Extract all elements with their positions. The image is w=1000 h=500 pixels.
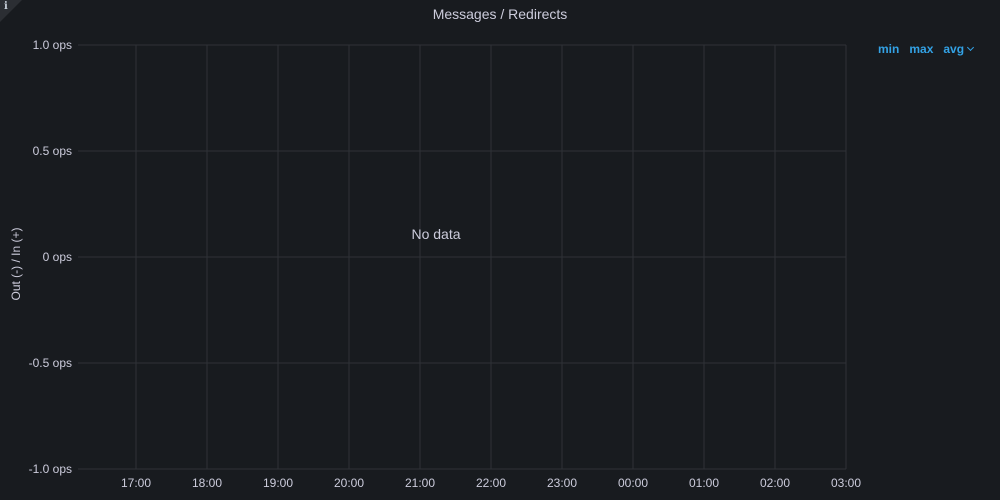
panel-info-corner[interactable] [0, 0, 22, 22]
x-tick-label: 20:00 [334, 476, 364, 490]
y-tick-label: -1.0 ops [29, 462, 72, 476]
y-tick-label: -0.5 ops [29, 356, 72, 370]
x-tick-label: 22:00 [476, 476, 506, 490]
x-tick-label: 02:00 [760, 476, 790, 490]
legend-min-column[interactable]: min [878, 42, 900, 56]
y-tick-label: 0 ops [43, 250, 72, 264]
y-tick-label: 0.5 ops [33, 144, 72, 158]
x-tick-label: 21:00 [405, 476, 435, 490]
y-axis-label: Out (-) / In (+) [9, 227, 23, 301]
x-tick-label: 19:00 [263, 476, 293, 490]
y-tick-label: 1.0 ops [33, 38, 72, 52]
panel-title[interactable]: Messages / Redirects [432, 6, 568, 22]
x-tick-label: 17:00 [121, 476, 151, 490]
legend-avg-column[interactable]: avg [943, 42, 975, 56]
x-tick-label: 23:00 [547, 476, 577, 490]
x-tick-label: 18:00 [192, 476, 222, 490]
x-tick-label: 03:00 [831, 476, 861, 490]
x-tick-label: 01:00 [689, 476, 719, 490]
legend-avg-label: avg [943, 42, 965, 56]
chevron-down-icon [967, 43, 975, 52]
legend-max-column[interactable]: max [909, 42, 934, 56]
no-data-message: No data [411, 226, 461, 242]
info-icon[interactable]: i [4, 1, 8, 12]
x-tick-label: 00:00 [618, 476, 648, 490]
legend-header: min max avg [878, 42, 975, 56]
